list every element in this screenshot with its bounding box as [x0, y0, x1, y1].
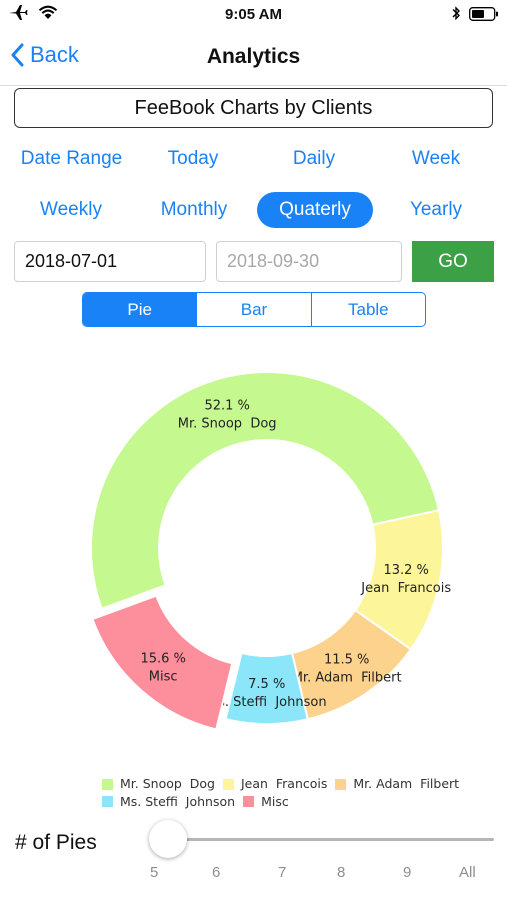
pies-slider-track[interactable] [168, 838, 494, 841]
range-quaterly[interactable]: Quaterly [257, 192, 373, 228]
range-weekly[interactable]: Weekly [40, 199, 102, 220]
go-button[interactable]: GO [412, 241, 494, 282]
range-today[interactable]: Today [167, 148, 219, 169]
legend-label: Misc [261, 793, 289, 809]
legend-swatch [102, 778, 113, 790]
slice-name-label: Jean Francois [360, 581, 451, 596]
slice-name-label: Mr. Snoop Dog [178, 417, 277, 432]
range-date-range[interactable]: Date Range [20, 148, 123, 169]
chart-legend: Mr. Snoop Dog Jean Francois Mr. Adam Filbe… [102, 776, 502, 811]
status-right [451, 5, 499, 22]
tab-pie[interactable]: Pie [83, 293, 198, 326]
slice-name-label: Misc [149, 669, 178, 684]
range-monthly[interactable]: Monthly [160, 199, 228, 220]
legend-label: Mr. Adam Filbert [353, 776, 460, 791]
pies-slider-label: # of Pies [15, 831, 97, 854]
slider-tick-7: 7 [278, 864, 287, 881]
pie-chart: 52.1 % Mr. Snoop Dog 13.2 % Jean Francois 11… [90, 371, 451, 731]
chevron-left-icon [11, 43, 24, 67]
pie-slice[interactable] [91, 594, 234, 731]
status-bar: 9:05 AM [0, 0, 507, 30]
slice-name-label: Mr. Adam Filbert [292, 671, 402, 686]
slice-value-label: 52.1 % [204, 399, 249, 414]
status-left [8, 4, 58, 20]
range-week[interactable]: Week [411, 148, 461, 169]
bluetooth-icon [452, 6, 460, 21]
slice-value-label: 15.6 % [140, 651, 185, 666]
legend-item: Ms. Steffi Johnson [102, 794, 235, 810]
legend-item: Mr. Adam Filbert [335, 776, 459, 792]
view-mode-segmented-control: Pie Bar Table [82, 292, 426, 327]
end-date-input[interactable] [216, 241, 402, 282]
slider-tick-8: 8 [337, 864, 346, 881]
legend-item: Mr. Snoop Dog [102, 776, 215, 792]
slice-value-label: 11.5 % [324, 653, 369, 668]
range-row-1: Date Range Today Daily Week [0, 141, 507, 177]
legend-item: Jean Francois [222, 776, 328, 792]
slider-tick-all: All [459, 864, 476, 881]
slider-tick-6: 6 [212, 864, 221, 881]
legend-label: Jean Francois [240, 776, 328, 791]
page-title: Analytics [206, 45, 301, 68]
status-time: 9:05 AM [225, 6, 282, 23]
back-button[interactable]: Back [10, 42, 79, 68]
back-label: Back [30, 42, 79, 67]
legend-swatch [222, 778, 234, 790]
chart-title-box: FeeBook Charts by Clients [14, 88, 493, 128]
legend-label: Ms. Steffi Johnson [120, 793, 236, 809]
pie-slice[interactable] [90, 371, 441, 610]
slider-tick-5: 5 [150, 864, 159, 881]
pie-slice[interactable] [224, 651, 310, 725]
navigation-bar: Back Analytics [0, 30, 507, 86]
slice-name-label: Ms. Steffi Johnson [207, 695, 327, 710]
wifi-icon [38, 5, 58, 19]
start-date-input[interactable] [14, 241, 206, 282]
legend-swatch [102, 796, 113, 807]
range-daily[interactable]: Daily [292, 148, 336, 169]
tab-table[interactable]: Table [348, 299, 389, 319]
legend-swatch [243, 796, 255, 807]
pies-slider-thumb[interactable] [149, 820, 187, 858]
slider-tick-9: 9 [403, 864, 412, 881]
airplane-icon [9, 5, 28, 20]
slice-value-label: 13.2 % [383, 563, 428, 578]
slice-value-label: 7.5 % [248, 677, 285, 692]
battery-icon [469, 6, 498, 21]
legend-swatch [335, 778, 347, 790]
range-row-2: Weekly Monthly Quaterly Yearly [0, 192, 507, 228]
legend-item: Misc [243, 794, 289, 810]
legend-label: Mr. Snoop Dog [120, 776, 215, 791]
tab-bar[interactable]: Bar [197, 293, 312, 326]
range-yearly[interactable]: Yearly [409, 199, 463, 220]
